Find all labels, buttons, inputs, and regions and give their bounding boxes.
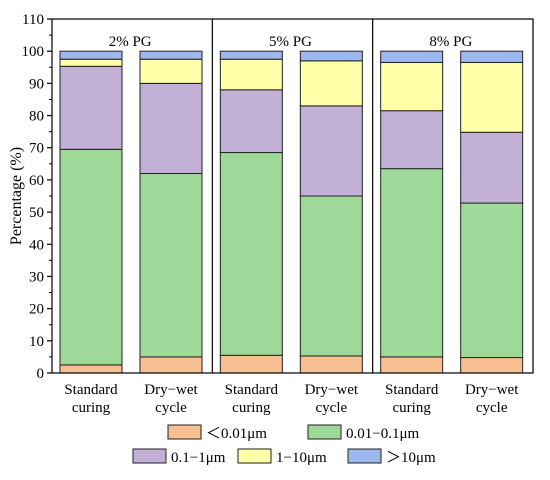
bar-segment xyxy=(219,354,283,374)
bar-segment xyxy=(380,61,444,112)
group-label: 2% PG xyxy=(109,34,152,50)
legend-swatch xyxy=(132,448,167,464)
bar-segment xyxy=(219,50,283,60)
bar-segment xyxy=(460,50,524,63)
y-tick-label: 110 xyxy=(22,12,44,28)
bar-segment xyxy=(460,202,524,359)
x-category-label: Standard xyxy=(225,382,279,398)
bar-segment xyxy=(299,105,363,197)
bar-segment xyxy=(139,356,203,374)
bar-segment xyxy=(59,58,123,67)
bar-segment xyxy=(380,356,444,374)
legend-swatch xyxy=(307,424,342,440)
legend-swatch xyxy=(347,448,382,464)
legend-label: ＜0.01μm xyxy=(206,426,267,442)
x-category-label: cycle xyxy=(476,400,508,416)
y-tick-label: 10 xyxy=(29,334,44,350)
bar-segment xyxy=(139,50,203,60)
group-label: 5% PG xyxy=(269,34,312,50)
legend-label: 0.01−0.1μm xyxy=(346,426,420,442)
legend-label: 1−10μm xyxy=(276,450,327,466)
x-category-label: Dry−wet xyxy=(144,382,198,398)
x-category-label: Standard xyxy=(64,382,118,398)
legend-label: ＞10μm xyxy=(386,450,436,466)
bar-segment xyxy=(59,65,123,150)
bar-segment xyxy=(460,61,524,133)
legend-label: 0.1−1μm xyxy=(171,450,226,466)
bar-segment xyxy=(139,172,203,358)
x-category-label: Dry−wet xyxy=(465,382,519,398)
bar-segment xyxy=(299,355,363,374)
y-tick-label: 100 xyxy=(22,44,45,60)
legend-swatch xyxy=(237,448,272,464)
bar-segment xyxy=(380,168,444,358)
bar-segment xyxy=(59,50,123,60)
x-category-label: cycle xyxy=(155,400,187,416)
x-category-label: Dry−wet xyxy=(305,382,359,398)
bar-segment xyxy=(299,195,363,357)
y-tick-label: 80 xyxy=(29,109,44,125)
y-tick-label: 90 xyxy=(29,76,44,92)
x-category-label: curing xyxy=(232,400,271,416)
x-category-label: cycle xyxy=(316,400,348,416)
y-tick-label: 0 xyxy=(37,366,45,382)
bar-segment xyxy=(299,60,363,107)
bar-segment xyxy=(139,82,203,174)
x-category-label: curing xyxy=(72,400,111,416)
legend-swatch xyxy=(167,424,202,440)
y-tick-label: 30 xyxy=(29,269,44,285)
bar-segment xyxy=(219,152,283,356)
y-tick-label: 40 xyxy=(29,237,44,253)
bar-segment xyxy=(460,357,524,374)
y-tick-label: 60 xyxy=(29,173,44,189)
bar-segment xyxy=(59,364,123,374)
x-category-label: curing xyxy=(393,400,432,416)
bar-segment xyxy=(380,50,444,63)
y-axis-label: Percentage (%) xyxy=(8,147,25,245)
y-tick-label: 50 xyxy=(29,205,44,221)
y-tick-label: 70 xyxy=(29,141,44,157)
bar-segment xyxy=(299,50,363,62)
x-category-label: Standard xyxy=(385,382,439,398)
y-tick-label: 20 xyxy=(29,302,44,318)
bar-segment xyxy=(59,148,123,366)
group-label: 8% PG xyxy=(429,34,472,50)
bar-segment xyxy=(460,131,524,204)
bar-segment xyxy=(219,58,283,91)
bar-segment xyxy=(380,110,444,170)
bar-segment xyxy=(139,58,203,84)
bar-segment xyxy=(219,89,283,154)
